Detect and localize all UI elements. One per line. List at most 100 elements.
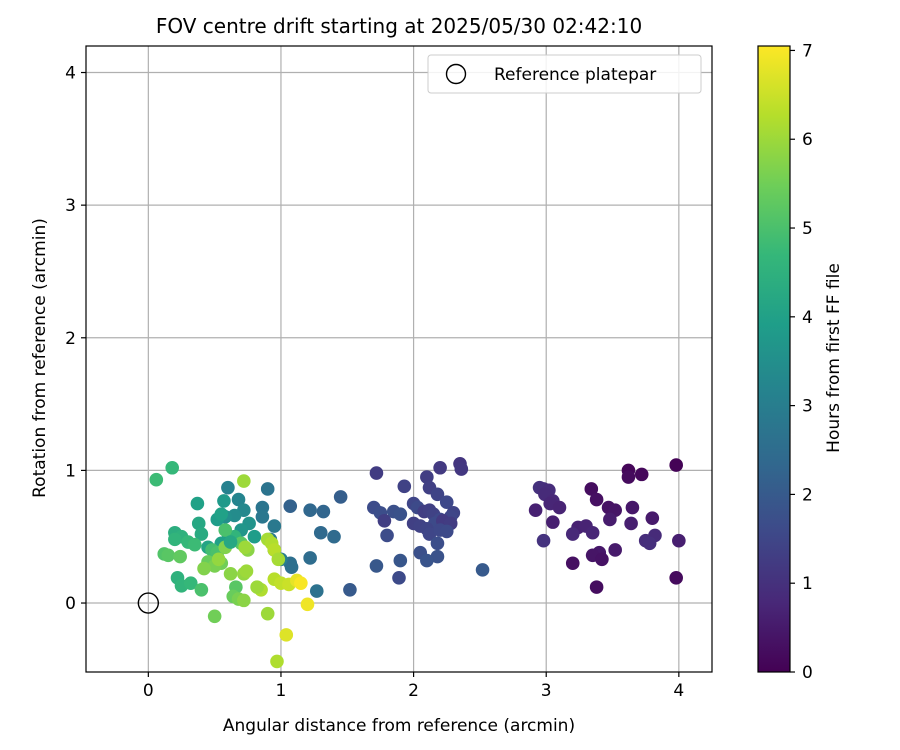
data-point <box>584 482 599 496</box>
data-point <box>221 480 235 495</box>
colorbar-tick-label: 1 <box>802 574 813 594</box>
chart-title: FOV centre drift starting at 2025/05/30 … <box>156 14 642 38</box>
colorbar-tick-label: 7 <box>802 41 813 61</box>
data-point <box>430 487 445 502</box>
data-point <box>247 529 262 544</box>
data-point <box>283 499 298 514</box>
data-point <box>250 580 264 594</box>
data-point <box>149 472 164 487</box>
data-point <box>237 593 251 608</box>
data-point <box>194 527 209 541</box>
data-point <box>669 458 683 472</box>
y-tick-label: 1 <box>65 461 76 481</box>
data-point <box>397 479 412 494</box>
colorbar-tick-label: 5 <box>802 219 813 239</box>
data-point <box>439 524 454 539</box>
data-point <box>333 490 348 504</box>
data-point <box>625 500 640 515</box>
data-point <box>231 492 246 507</box>
data-point <box>284 560 299 575</box>
data-point <box>608 543 622 557</box>
data-point <box>279 628 294 642</box>
data-point <box>211 552 226 567</box>
data-point <box>595 552 609 567</box>
data-point <box>439 495 454 510</box>
data-point <box>369 466 384 480</box>
data-point <box>223 567 238 581</box>
data-point <box>217 494 231 508</box>
data-point <box>218 523 233 537</box>
data-point <box>270 654 284 669</box>
data-point <box>223 535 238 549</box>
legend-box <box>427 54 702 94</box>
plot-area: 0 1 2 3 4 0 1 2 3 4 <box>65 45 713 701</box>
data-point <box>672 533 686 548</box>
data-point <box>309 584 324 598</box>
colorbar-tick-label: 2 <box>802 485 813 505</box>
data-point <box>191 516 206 531</box>
data-point <box>369 559 384 573</box>
data-point <box>343 582 357 597</box>
data-point <box>168 532 182 547</box>
data-point <box>197 561 211 576</box>
data-point <box>300 597 315 612</box>
data-point <box>260 482 275 496</box>
x-tick-label: 3 <box>541 681 552 701</box>
data-point <box>165 460 180 475</box>
colorbar-tick-label: 0 <box>802 663 813 683</box>
data-point <box>546 515 560 529</box>
data-point <box>603 512 617 527</box>
data-point <box>187 537 202 552</box>
data-point <box>303 551 317 565</box>
data-point <box>420 553 434 568</box>
data-point <box>624 516 638 531</box>
data-point <box>621 470 636 484</box>
data-point <box>430 549 445 564</box>
data-point <box>528 503 543 517</box>
data-point <box>430 536 445 551</box>
y-tick-label: 3 <box>65 196 76 216</box>
data-point <box>183 576 198 590</box>
data-point <box>207 609 222 624</box>
data-point <box>634 467 649 482</box>
x-tick-label: 1 <box>276 681 287 701</box>
data-point <box>267 519 282 533</box>
data-point <box>255 510 270 524</box>
data-point <box>260 606 275 621</box>
data-point <box>161 548 176 563</box>
data-point <box>552 500 567 515</box>
data-point <box>392 571 406 585</box>
data-point <box>173 549 187 564</box>
legend-entry-reference: Reference platepar <box>494 65 656 85</box>
data-point <box>393 507 408 521</box>
reference-point <box>137 592 160 614</box>
data-point <box>565 527 580 541</box>
data-point <box>239 564 254 579</box>
colorbar-tick-label: 6 <box>802 130 813 150</box>
data-point <box>422 527 437 541</box>
y-tick-label: 4 <box>65 64 76 84</box>
y-axis-label: Rotation from reference (arcmin) <box>30 218 50 498</box>
axes-frame <box>85 45 713 673</box>
data-point <box>536 533 551 548</box>
colorbar-label: Hours from first FF file <box>824 263 844 453</box>
data-point <box>645 511 660 525</box>
colorbar-tick-label: 4 <box>802 308 813 328</box>
data-point <box>214 507 229 521</box>
data-point <box>393 553 408 568</box>
data-point <box>433 460 447 475</box>
x-tick-label: 4 <box>673 681 684 701</box>
y-tick-label: 2 <box>65 329 76 349</box>
colorbar: 0 1 2 3 4 5 6 7 <box>757 41 813 683</box>
legend-marker <box>445 63 467 85</box>
data-point <box>313 525 328 540</box>
data-point <box>669 571 683 585</box>
legend: Reference platepar <box>427 54 702 94</box>
data-point <box>303 503 317 517</box>
colorbar-tick-label: 3 <box>802 397 813 417</box>
data-point <box>190 496 205 511</box>
data-point <box>327 529 341 544</box>
data-point <box>316 504 331 519</box>
data-point <box>237 474 251 488</box>
y-tick-label: 0 <box>65 594 76 614</box>
